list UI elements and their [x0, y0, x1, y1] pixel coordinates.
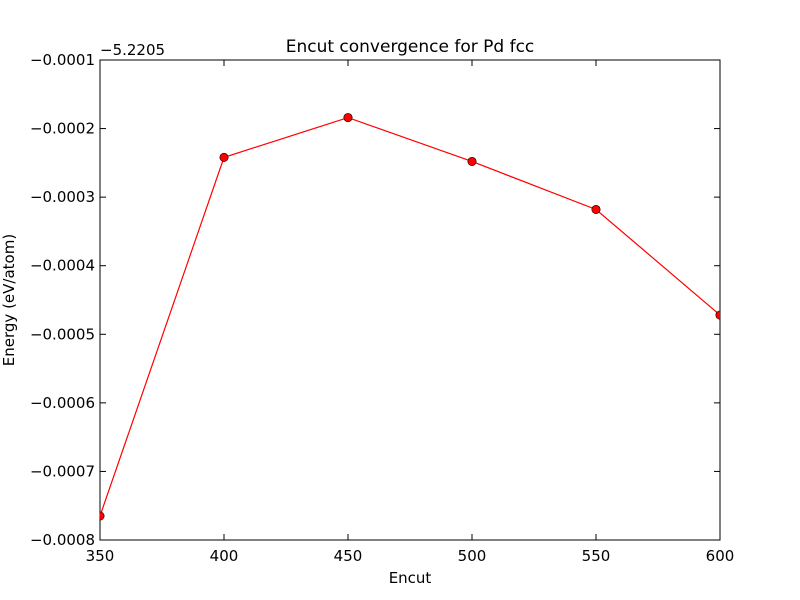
data-point [591, 204, 601, 214]
data-point [219, 152, 229, 162]
plot-area [99, 59, 721, 541]
x-tick-label: 350 [86, 547, 115, 565]
x-tick-label: 550 [582, 547, 611, 565]
series-layer [99, 113, 721, 521]
data-point [467, 156, 477, 166]
x-axis-ticks: 350 400 450 500 550 600 [86, 60, 735, 565]
y-tick-label: −0.0007 [30, 462, 95, 480]
x-tick-label: 450 [334, 547, 363, 565]
x-axis-label: Encut [389, 569, 432, 587]
y-tick-label: −0.0001 [30, 51, 95, 69]
x-tick-label: 400 [210, 547, 239, 565]
y-axis-offset-text: −5.2205 [100, 41, 165, 59]
y-axis-ticks: −0.0008 −0.0007 −0.0006 −0.0005 −0.0004 −0.00… [30, 51, 720, 549]
y-tick-label: −0.0002 [30, 120, 95, 138]
x-tick-label: 600 [706, 547, 735, 565]
data-point [100, 511, 105, 521]
data-point [343, 113, 353, 123]
y-axis-label: Energy (eV/atom) [0, 234, 18, 366]
y-tick-label: −0.0004 [30, 257, 95, 275]
series-line [99, 116, 721, 517]
x-tick-label: 500 [458, 547, 487, 565]
y-tick-label: −0.0003 [30, 188, 95, 206]
chart-title: Encut convergence for Pd fcc [286, 37, 535, 57]
y-tick-label: −0.0006 [30, 394, 95, 412]
y-tick-label: −0.0005 [30, 325, 95, 343]
y-tick-label: −0.0008 [30, 531, 95, 549]
data-point [715, 310, 720, 320]
